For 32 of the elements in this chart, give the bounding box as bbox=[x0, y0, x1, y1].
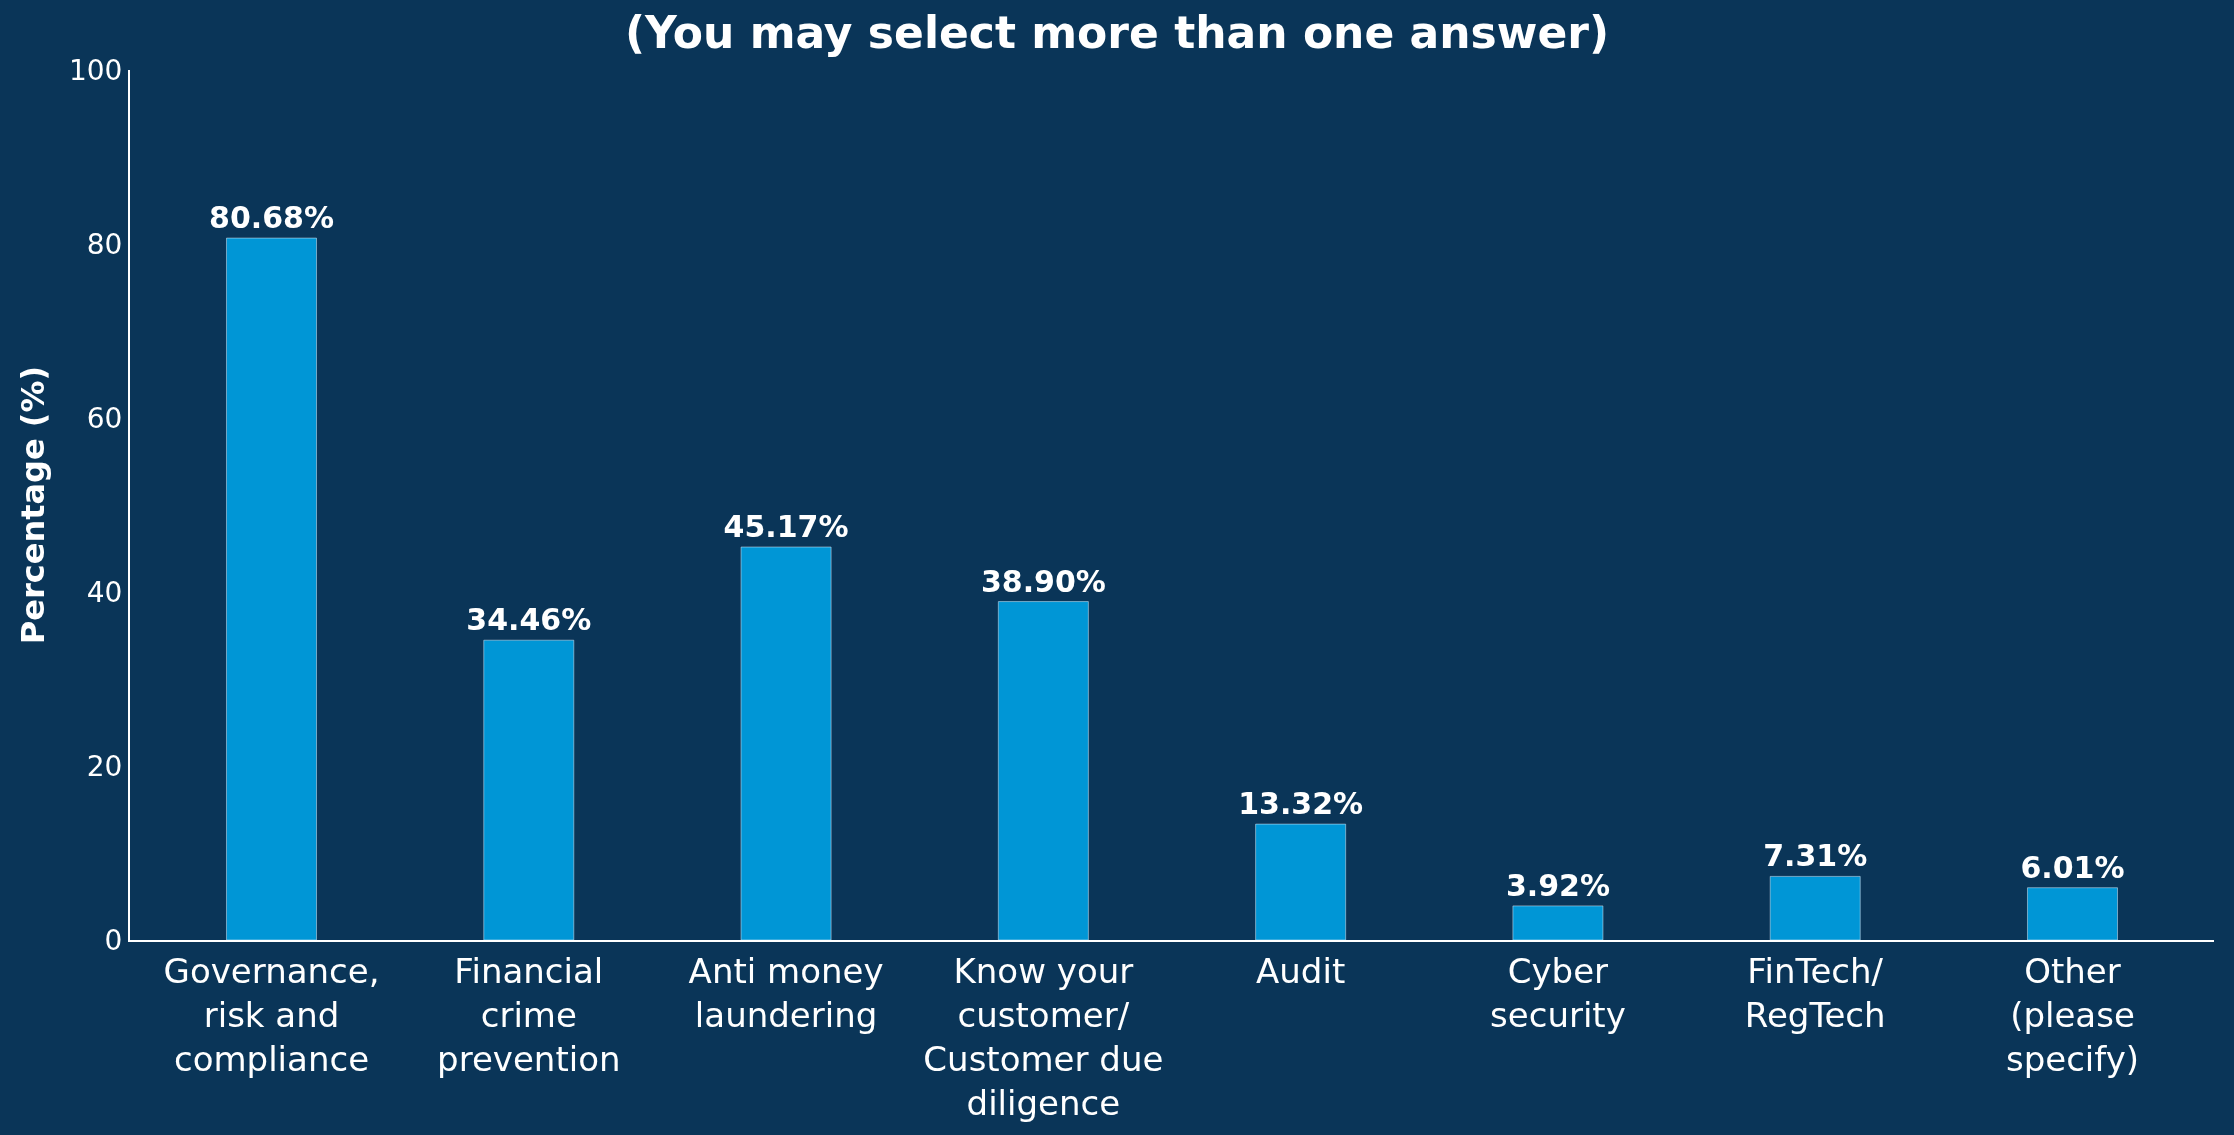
data-label: 6.01% bbox=[2020, 849, 2125, 885]
data-label: 3.92% bbox=[1505, 867, 1610, 903]
bar bbox=[998, 601, 1089, 940]
data-label: 45.17% bbox=[723, 509, 849, 545]
x-tick-label: FinTech/ RegTech bbox=[1744, 950, 1886, 1035]
bar bbox=[2027, 887, 2118, 940]
data-label: 38.90% bbox=[980, 563, 1106, 599]
y-tick-label: 60 bbox=[86, 401, 123, 435]
x-tick-label: Other (please specify) bbox=[2005, 950, 2140, 1080]
data-label: 13.32% bbox=[1238, 786, 1364, 822]
y-tick-label: 40 bbox=[86, 575, 123, 609]
y-tick-label: 0 bbox=[104, 923, 123, 957]
chart-title: (You may select more than one answer) bbox=[624, 6, 1610, 58]
bar bbox=[1255, 823, 1346, 940]
bar bbox=[1769, 876, 1861, 940]
data-label: 7.31% bbox=[1763, 838, 1868, 874]
y-tick-label: 20 bbox=[86, 749, 123, 783]
bar bbox=[483, 639, 575, 940]
y-tick-label: 80 bbox=[86, 227, 123, 261]
x-tick-label: Financial crime prevention bbox=[437, 950, 621, 1080]
bar bbox=[1512, 905, 1604, 940]
bar bbox=[740, 546, 832, 940]
bar bbox=[226, 237, 317, 940]
x-tick-label: Anti money laundering bbox=[688, 950, 884, 1035]
data-label: 80.68% bbox=[209, 200, 334, 236]
x-tick-label: Governance, risk and compliance bbox=[163, 950, 380, 1080]
data-label: 34.46% bbox=[466, 602, 592, 638]
x-tick-label: Know your customer/ Customer due diligence bbox=[923, 950, 1164, 1124]
x-tick-label: Audit bbox=[1256, 950, 1346, 991]
x-tick-label: Cyber security bbox=[1490, 950, 1626, 1035]
y-axis-title: Percentage (%) bbox=[13, 365, 52, 645]
y-tick-label: 100 bbox=[68, 53, 123, 87]
